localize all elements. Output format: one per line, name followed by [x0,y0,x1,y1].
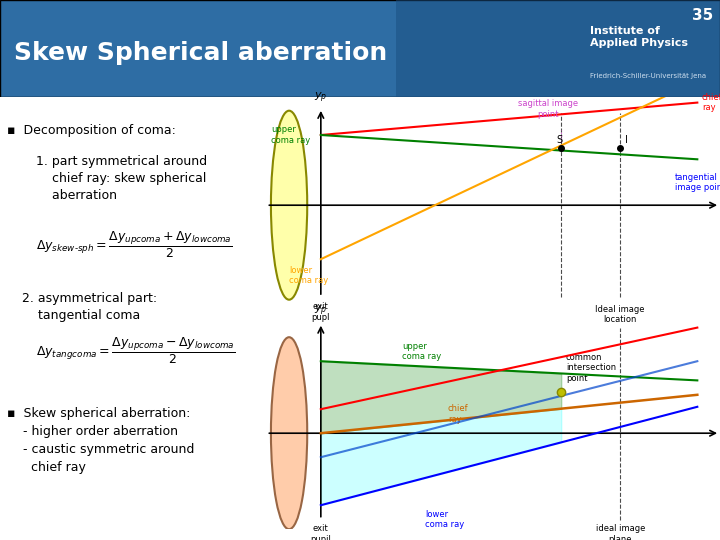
Text: tangential
image point: tangential image point [675,173,720,192]
Text: 1. part symmetrical around
    chief ray: skew spherical
    aberration: 1. part symmetrical around chief ray: sk… [36,155,207,202]
Text: chief
ray: chief ray [702,93,720,112]
Ellipse shape [271,111,307,300]
Text: S: S [557,134,563,145]
Ellipse shape [271,337,307,529]
Text: 2. asymmetrical part:
    tangential coma: 2. asymmetrical part: tangential coma [22,292,157,322]
Text: $y_p$: $y_p$ [314,303,328,318]
Text: $\Delta y_{tangcoma} = \dfrac{\Delta y_{upcoma} - \Delta y_{lowcoma}}{2}$: $\Delta y_{tangcoma} = \dfrac{\Delta y_{… [36,336,235,367]
Text: 35: 35 [691,8,713,23]
Text: Ideal image
location: Ideal image location [595,305,645,325]
Text: lower
coma ray: lower coma ray [289,266,328,285]
Text: Institute of
Applied Physics: Institute of Applied Physics [590,26,688,48]
Text: $y_p$: $y_p$ [314,91,328,105]
Text: chief
ray: chief ray [448,404,469,423]
FancyBboxPatch shape [0,0,720,97]
Bar [396,0,720,97]
Text: upper
coma ray: upper coma ray [271,125,310,145]
Text: ideal image
plane: ideal image plane [595,524,645,540]
Text: exit
pupl: exit pupl [312,302,330,322]
Text: $\Delta y_{skew\text{-}sph} = \dfrac{\Delta y_{upcoma} + \Delta y_{lowcoma}}{2}$: $\Delta y_{skew\text{-}sph} = \dfrac{\De… [36,230,233,260]
Text: lower
coma ray: lower coma ray [425,510,464,529]
Text: Friedrich-Schiller-Universität Jena: Friedrich-Schiller-Universität Jena [590,73,706,79]
Text: exit
pupil: exit pupil [310,524,331,540]
Text: upper
coma ray: upper coma ray [402,342,442,361]
Text: I: I [625,134,628,145]
Text: Skew Spherical aberration: Skew Spherical aberration [14,42,387,65]
Text: common
intersection
point: common intersection point [566,353,616,383]
Text: ▪  Skew spherical aberration:
    - higher order aberration
    - caustic symmet: ▪ Skew spherical aberration: - higher or… [7,407,194,474]
Text: ▪  Decomposition of coma:: ▪ Decomposition of coma: [7,124,176,137]
Text: sagittal image
point: sagittal image point [518,99,577,119]
